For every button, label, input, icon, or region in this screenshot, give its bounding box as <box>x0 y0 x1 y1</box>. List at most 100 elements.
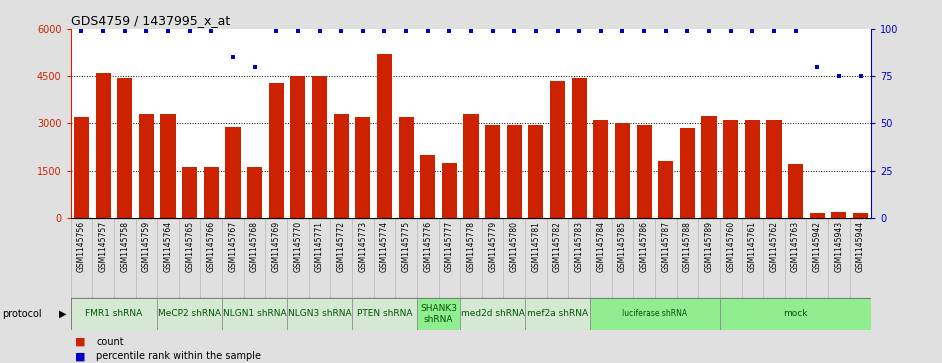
Bar <box>442 163 457 218</box>
Bar <box>73 117 89 218</box>
Bar <box>810 213 825 218</box>
Text: luciferase shRNA: luciferase shRNA <box>623 310 688 318</box>
Text: NLGN3 shRNA: NLGN3 shRNA <box>287 310 351 318</box>
Text: GSM1145763: GSM1145763 <box>791 221 800 272</box>
Text: GSM1145759: GSM1145759 <box>142 221 151 272</box>
Text: ■: ■ <box>75 351 86 362</box>
Bar <box>767 120 782 218</box>
Text: GSM1145782: GSM1145782 <box>553 221 562 272</box>
Bar <box>590 298 720 330</box>
Text: GSM1145942: GSM1145942 <box>813 221 821 272</box>
Bar <box>377 54 392 218</box>
Text: PTEN shRNA: PTEN shRNA <box>357 310 413 318</box>
Text: GSM1145780: GSM1145780 <box>510 221 519 272</box>
Bar <box>507 125 522 218</box>
Text: GSM1145783: GSM1145783 <box>575 221 584 272</box>
Text: GSM1145766: GSM1145766 <box>207 221 216 272</box>
Bar <box>680 128 695 218</box>
Bar <box>398 117 414 218</box>
Bar <box>528 125 544 218</box>
Bar <box>138 114 154 218</box>
Bar <box>157 298 222 330</box>
Bar <box>720 298 871 330</box>
Bar <box>160 114 175 218</box>
Text: GSM1145785: GSM1145785 <box>618 221 627 272</box>
Text: GSM1145769: GSM1145769 <box>271 221 281 272</box>
Text: GSM1145773: GSM1145773 <box>358 221 367 272</box>
Bar <box>463 114 479 218</box>
Text: protocol: protocol <box>2 309 41 319</box>
Bar <box>615 123 630 218</box>
Bar <box>788 164 804 218</box>
Text: GSM1145771: GSM1145771 <box>315 221 324 272</box>
Text: mef2a shRNA: mef2a shRNA <box>527 310 588 318</box>
Text: GSM1145767: GSM1145767 <box>229 221 237 272</box>
Bar <box>287 298 352 330</box>
Bar <box>637 125 652 218</box>
Text: GSM1145784: GSM1145784 <box>596 221 606 272</box>
Text: GSM1145770: GSM1145770 <box>293 221 302 272</box>
Text: GSM1145772: GSM1145772 <box>336 221 346 272</box>
Text: GSM1145756: GSM1145756 <box>77 221 86 272</box>
Bar <box>268 82 284 218</box>
Text: med2d shRNA: med2d shRNA <box>461 310 525 318</box>
Text: GSM1145781: GSM1145781 <box>531 221 541 272</box>
Text: GSM1145779: GSM1145779 <box>488 221 497 272</box>
Text: GSM1145760: GSM1145760 <box>726 221 735 272</box>
Bar <box>593 120 609 218</box>
Text: MeCP2 shRNA: MeCP2 shRNA <box>158 310 221 318</box>
Bar <box>182 167 197 218</box>
Text: GSM1145774: GSM1145774 <box>380 221 389 272</box>
Text: mock: mock <box>784 310 808 318</box>
Bar <box>723 120 739 218</box>
Text: GSM1145787: GSM1145787 <box>661 221 671 272</box>
Bar <box>485 125 500 218</box>
Text: ■: ■ <box>75 337 86 347</box>
Bar <box>572 78 587 218</box>
Bar <box>203 167 219 218</box>
Text: GSM1145762: GSM1145762 <box>770 221 778 272</box>
Bar <box>853 213 869 218</box>
Bar <box>420 155 435 218</box>
Text: GSM1145786: GSM1145786 <box>640 221 649 272</box>
Text: GSM1145758: GSM1145758 <box>121 221 129 272</box>
Bar <box>352 298 417 330</box>
Text: SHANK3
shRNA: SHANK3 shRNA <box>420 304 457 324</box>
Text: GSM1145775: GSM1145775 <box>401 221 411 272</box>
Bar <box>461 298 525 330</box>
Text: count: count <box>96 337 123 347</box>
Bar <box>525 298 590 330</box>
Bar <box>417 298 461 330</box>
Text: percentile rank within the sample: percentile rank within the sample <box>96 351 261 362</box>
Text: GSM1145789: GSM1145789 <box>705 221 713 272</box>
Text: ▶: ▶ <box>59 309 67 319</box>
Text: GSM1145768: GSM1145768 <box>250 221 259 272</box>
Text: GDS4759 / 1437995_x_at: GDS4759 / 1437995_x_at <box>71 14 230 27</box>
Text: NLGN1 shRNA: NLGN1 shRNA <box>222 310 286 318</box>
Text: FMR1 shRNA: FMR1 shRNA <box>86 310 142 318</box>
Bar <box>333 114 349 218</box>
Bar <box>95 73 110 218</box>
Bar <box>312 76 327 218</box>
Text: GSM1145944: GSM1145944 <box>856 221 865 272</box>
Text: GSM1145761: GSM1145761 <box>748 221 756 272</box>
Text: GSM1145777: GSM1145777 <box>445 221 454 272</box>
Bar <box>222 298 287 330</box>
Bar <box>290 76 305 218</box>
Bar <box>247 167 262 218</box>
Bar <box>658 161 674 218</box>
Bar <box>702 115 717 218</box>
Bar <box>550 81 565 218</box>
Bar <box>225 127 240 218</box>
Bar <box>71 298 157 330</box>
Text: GSM1145757: GSM1145757 <box>99 221 107 272</box>
Text: GSM1145764: GSM1145764 <box>164 221 172 272</box>
Bar <box>117 78 132 218</box>
Text: GSM1145765: GSM1145765 <box>186 221 194 272</box>
Text: GSM1145943: GSM1145943 <box>835 221 843 272</box>
Bar <box>355 117 370 218</box>
Bar <box>831 212 847 218</box>
Text: GSM1145776: GSM1145776 <box>423 221 432 272</box>
Bar <box>745 120 760 218</box>
Text: GSM1145778: GSM1145778 <box>466 221 476 272</box>
